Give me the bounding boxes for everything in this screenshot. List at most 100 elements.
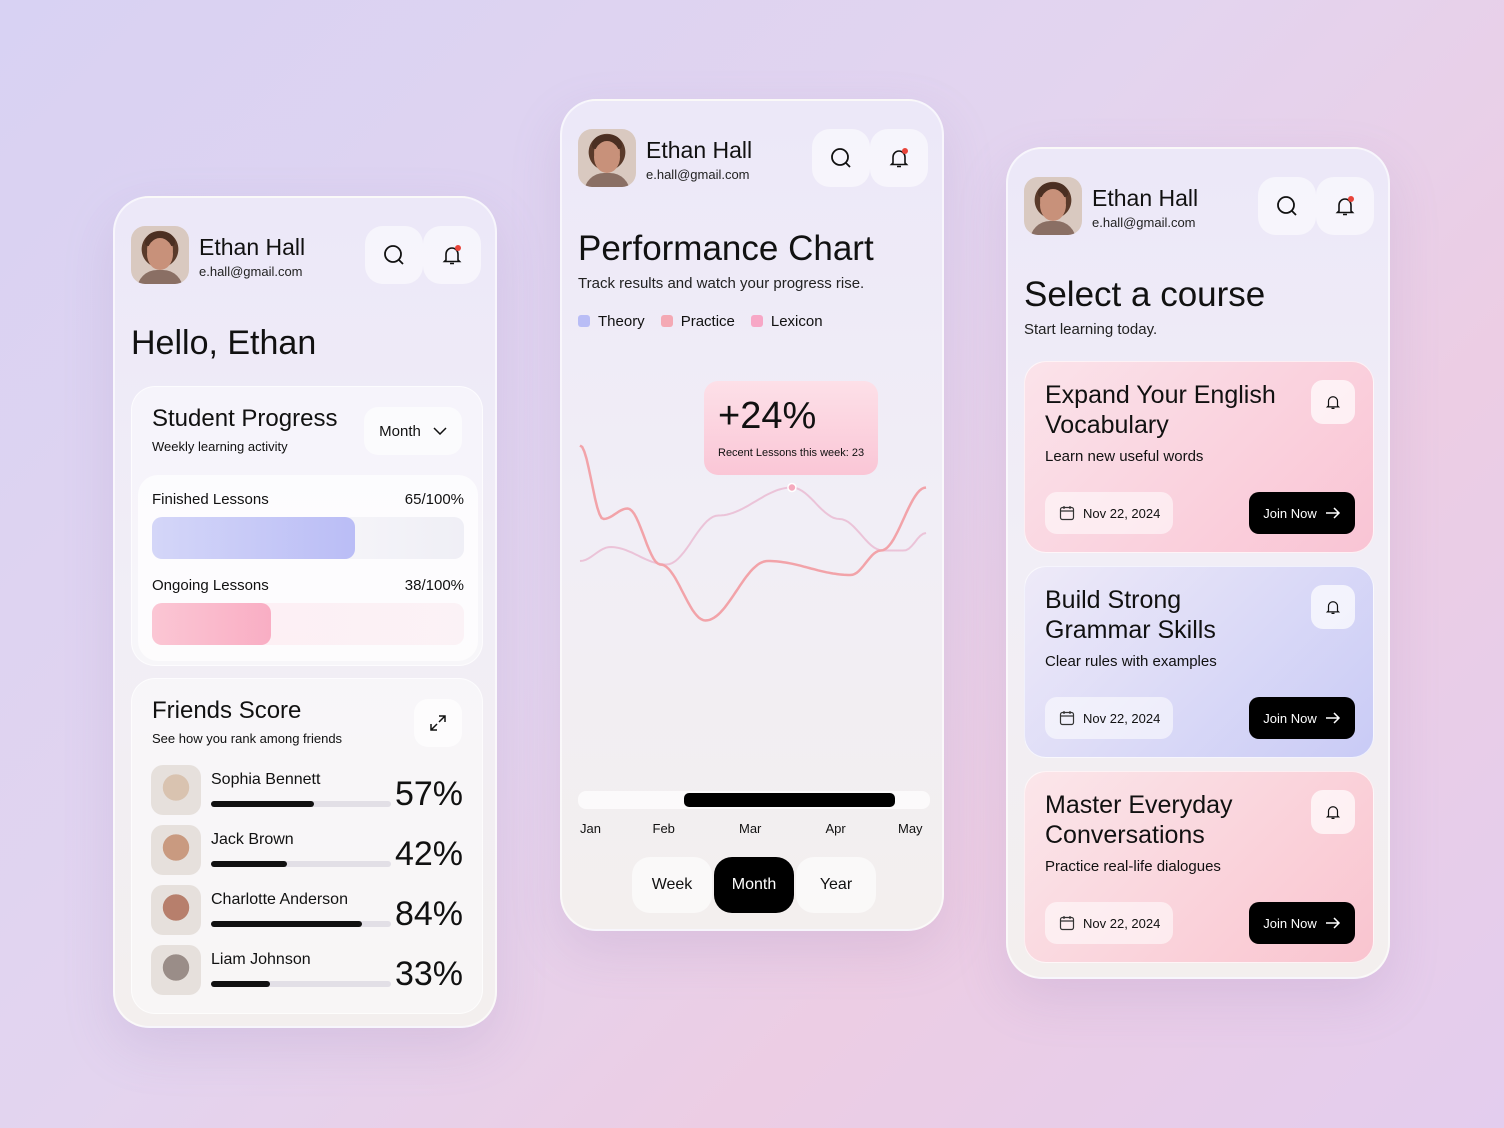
user-name: Ethan Hall — [646, 137, 753, 163]
tooltip-value: +24% — [718, 395, 817, 437]
arrow-right-icon — [1325, 712, 1340, 724]
page-title: Performance Chart — [578, 229, 874, 268]
chart-scrollbar-thumb[interactable] — [683, 793, 895, 807]
friend-avatar — [151, 885, 201, 935]
user-email: e.hall@gmail.com — [1092, 215, 1196, 230]
friend-avatar — [151, 765, 201, 815]
performance-chart — [579, 444, 927, 785]
friend-score-fill — [211, 861, 287, 867]
friend-score-value: 84% — [394, 895, 463, 933]
chart-tooltip: +24% Recent Lessons this week: 23 — [704, 381, 878, 475]
course-card[interactable]: Expand Your English Vocabulary Learn new… — [1024, 361, 1374, 553]
calendar-icon — [1059, 506, 1075, 521]
course-select-screen: Ethan Hall e.hall@gmail.com Select a cou… — [1006, 147, 1390, 979]
expand-button[interactable] — [414, 699, 462, 747]
course-card[interactable]: Master Everyday Conversations Practice r… — [1024, 771, 1374, 963]
profile-header: Ethan Hall e.hall@gmail.com — [578, 129, 930, 189]
x-axis-label: Jan — [580, 821, 601, 836]
avatar[interactable] — [131, 226, 189, 284]
course-reminder-button[interactable] — [1311, 585, 1355, 629]
calendar-icon — [1059, 711, 1075, 726]
period-month-button[interactable]: Month — [714, 857, 794, 913]
progress-inner: Finished Lessons 65/100% Ongoing Lessons… — [138, 475, 478, 661]
chart-envelope-line — [579, 486, 927, 566]
friend-row[interactable]: Charlotte Anderson 84% — [151, 885, 463, 937]
friend-score-value: 33% — [394, 955, 463, 993]
course-description: Clear rules with examples — [1045, 653, 1217, 670]
join-now-button[interactable]: Join Now — [1249, 902, 1355, 944]
friend-name: Sophia Bennett — [211, 771, 321, 788]
bell-icon — [1325, 396, 1341, 409]
ongoing-label: Ongoing Lessons — [152, 577, 269, 594]
chart-highlight-point[interactable] — [787, 482, 797, 493]
join-now-button[interactable]: Join Now — [1249, 697, 1355, 739]
dashboard-screen: Ethan Hall e.hall@gmail.com Hello, Ethan… — [113, 196, 497, 1028]
friends-title: Friends Score — [152, 697, 302, 724]
chevron-down-icon — [433, 427, 447, 435]
friend-score-fill — [211, 801, 314, 807]
course-date: Nov 22, 2024 — [1045, 697, 1173, 739]
course-reminder-button[interactable] — [1311, 380, 1355, 424]
chart-legend: Theory Practice Lexicon — [578, 313, 823, 330]
progress-subtitle: Weekly learning activity — [152, 439, 288, 454]
period-dropdown[interactable]: Month — [364, 407, 462, 455]
friend-avatar — [151, 945, 201, 995]
friend-name: Charlotte Anderson — [211, 891, 348, 908]
friend-name: Jack Brown — [211, 831, 294, 848]
join-now-button[interactable]: Join Now — [1249, 492, 1355, 534]
course-card[interactable]: Build Strong Grammar Skills Clear rules … — [1024, 566, 1374, 758]
bell-icon — [1325, 601, 1341, 614]
friend-score-fill — [211, 921, 363, 927]
bell-icon — [1335, 196, 1355, 216]
friend-score-bar — [211, 921, 391, 927]
search-icon — [831, 148, 851, 168]
friends-subtitle: See how you rank among friends — [152, 731, 343, 746]
performance-screen: Ethan Hall e.hall@gmail.com Performance … — [560, 99, 944, 931]
course-reminder-button[interactable] — [1311, 790, 1355, 834]
search-button[interactable] — [365, 226, 423, 284]
friend-row[interactable]: Sophia Bennett 57% — [151, 765, 463, 817]
progress-title: Student Progress — [152, 405, 338, 432]
bell-icon — [442, 245, 462, 265]
course-title: Build Strong Grammar Skills — [1045, 586, 1216, 644]
finished-progress-fill — [152, 517, 355, 559]
search-button[interactable] — [1258, 177, 1316, 235]
profile-header: Ethan Hall e.hall@gmail.com — [131, 226, 483, 286]
notifications-button[interactable] — [1316, 177, 1374, 235]
notifications-button[interactable] — [423, 226, 481, 284]
search-button[interactable] — [812, 129, 870, 187]
tooltip-label: Recent Lessons this week: 23 — [718, 447, 865, 459]
friend-score-bar — [211, 861, 391, 867]
user-name: Ethan Hall — [1092, 185, 1199, 211]
friend-row[interactable]: Liam Johnson 33% — [151, 945, 463, 997]
finished-label: Finished Lessons — [152, 491, 269, 508]
ongoing-progress-fill — [152, 603, 271, 645]
calendar-icon — [1059, 916, 1075, 931]
search-icon — [384, 245, 404, 265]
profile-header: Ethan Hall e.hall@gmail.com — [1024, 177, 1376, 237]
avatar[interactable] — [1024, 177, 1082, 235]
friend-score-value: 42% — [394, 835, 463, 873]
notifications-button[interactable] — [870, 129, 928, 187]
friend-score-bar — [211, 801, 391, 807]
course-date: Nov 22, 2024 — [1045, 902, 1173, 944]
period-dropdown-value: Month — [379, 422, 421, 440]
friend-score-bar — [211, 981, 391, 987]
period-year-button[interactable]: Year — [796, 857, 876, 913]
chart-scrollbar[interactable] — [578, 791, 930, 809]
period-week-button[interactable]: Week — [632, 857, 712, 913]
avatar[interactable] — [578, 129, 636, 187]
page-title: Select a course — [1024, 275, 1266, 314]
ongoing-value: 38/100% — [404, 577, 464, 594]
legend-lexicon[interactable]: Lexicon — [750, 313, 823, 330]
course-title: Master Everyday Conversations — [1045, 791, 1233, 849]
legend-practice[interactable]: Practice — [660, 313, 735, 330]
friend-avatar — [151, 825, 201, 875]
course-description: Learn new useful words — [1045, 448, 1204, 465]
user-email: e.hall@gmail.com — [199, 264, 303, 279]
student-progress-card: Student Progress Weekly learning activit… — [131, 386, 483, 666]
friend-row[interactable]: Jack Brown 42% — [151, 825, 463, 877]
greeting: Hello, Ethan — [131, 324, 317, 362]
legend-theory[interactable]: Theory — [578, 313, 645, 330]
course-description: Practice real-life dialogues — [1045, 858, 1221, 875]
